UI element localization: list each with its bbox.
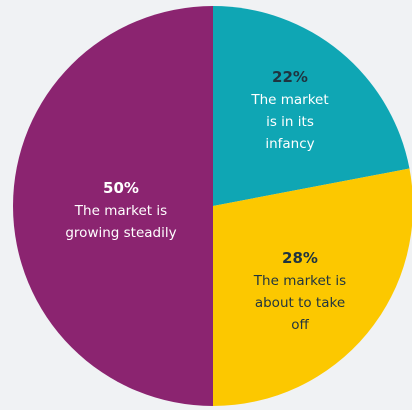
slice-description-label: is in its (266, 114, 314, 130)
slice-percent-label: 22% (272, 68, 308, 86)
slice-description-label: about to take (255, 295, 345, 311)
slice-percent-label: 28% (282, 249, 318, 267)
pie-slice-22pct (213, 6, 410, 206)
slice-description-label: The market is (74, 203, 167, 219)
pie-slice-28pct (213, 168, 412, 406)
slice-description-label: infancy (265, 136, 314, 152)
slice-description-label: The market is (253, 273, 346, 289)
pie-slice-50pct (13, 6, 213, 406)
slice-description-label: off (291, 317, 309, 333)
slice-percent-label: 50% (103, 179, 139, 197)
slice-description-label: The market (250, 92, 328, 108)
slice-description-label: growing steadily (65, 225, 176, 241)
